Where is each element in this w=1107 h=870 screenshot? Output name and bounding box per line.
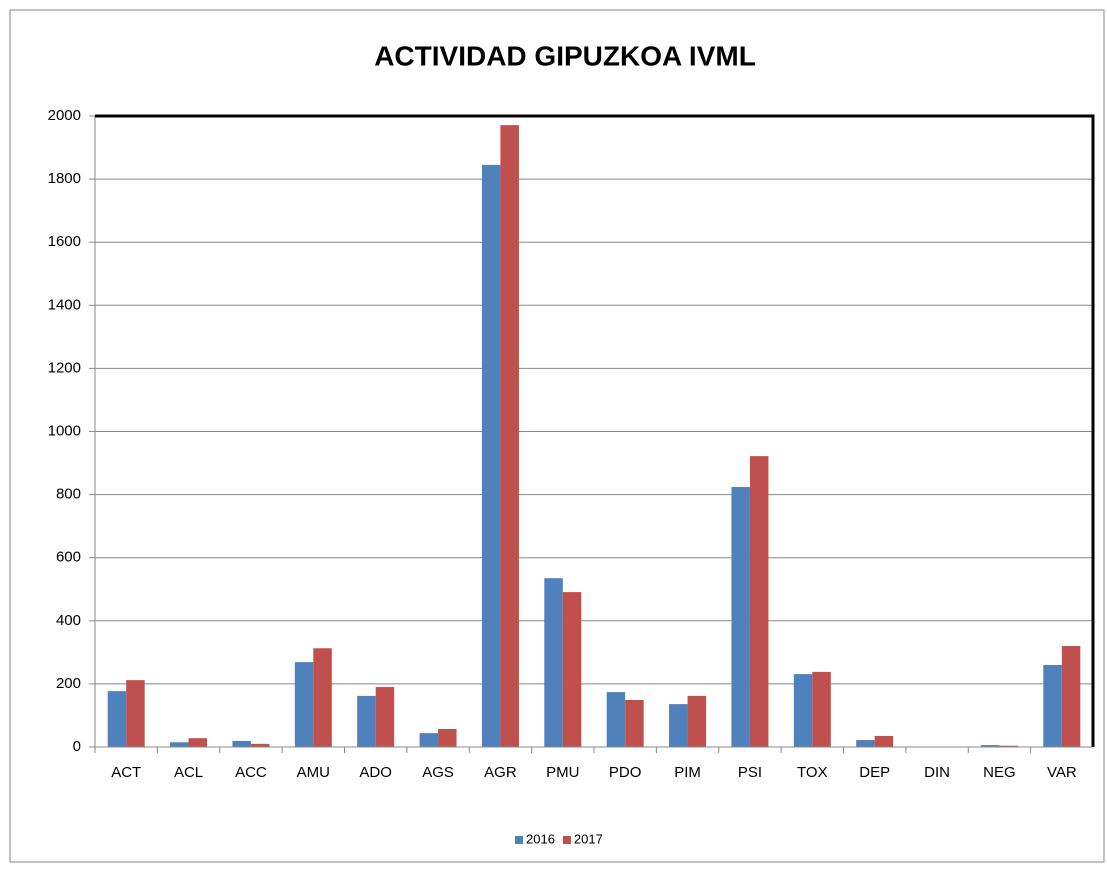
y-tick-label: 1200	[48, 359, 81, 376]
bar	[295, 662, 314, 747]
bar	[108, 691, 127, 747]
x-tick-label: AGS	[422, 764, 454, 781]
bar	[607, 692, 626, 747]
bar	[313, 648, 332, 747]
bar	[563, 592, 582, 747]
y-tick-label: 2000	[48, 107, 81, 124]
x-tick-label: AGR	[484, 764, 517, 781]
x-tick-label: NEG	[983, 764, 1016, 781]
x-tick-label: PSI	[738, 764, 762, 781]
bar	[544, 578, 563, 747]
y-tick-label: 800	[56, 486, 81, 503]
bar	[625, 700, 644, 747]
bar	[420, 733, 439, 747]
bar	[794, 674, 813, 747]
x-tick-label: AMU	[297, 764, 330, 781]
y-tick-label: 400	[56, 612, 81, 629]
bar	[438, 729, 457, 747]
y-tick-label: 200	[56, 675, 81, 692]
bar	[500, 125, 519, 747]
bar	[856, 740, 875, 747]
bar	[1043, 665, 1062, 747]
y-tick-label: 600	[56, 549, 81, 566]
bar	[669, 704, 688, 747]
y-tick-label: 1000	[48, 422, 81, 439]
x-tick-label: ADO	[359, 764, 392, 781]
x-tick-label: PIM	[674, 764, 701, 781]
legend-swatch	[563, 836, 571, 844]
bar	[126, 680, 145, 747]
x-tick-label: VAR	[1047, 764, 1077, 781]
x-tick-label: TOX	[797, 764, 828, 781]
chart-title: ACTIVIDAD GIPUZKOA IVML	[374, 40, 756, 71]
bar	[482, 165, 501, 747]
bar	[189, 738, 208, 747]
y-tick-label: 1600	[48, 233, 81, 250]
y-tick-label: 1800	[48, 170, 81, 187]
bar	[750, 456, 769, 747]
y-tick-label: 0	[73, 738, 81, 755]
x-tick-label: ACL	[174, 764, 203, 781]
bar	[170, 742, 189, 747]
bar	[875, 736, 894, 747]
legend-label: 2016	[526, 831, 555, 846]
x-tick-label: ACT	[111, 764, 141, 781]
legend-label: 2017	[574, 831, 603, 846]
x-tick-label: PMU	[546, 764, 579, 781]
y-tick-label: 1400	[48, 296, 81, 313]
bar	[731, 487, 750, 747]
x-tick-label: DEP	[859, 764, 890, 781]
bar	[232, 741, 251, 747]
bar	[688, 696, 707, 747]
bar	[812, 672, 831, 747]
x-tick-label: PDO	[609, 764, 642, 781]
x-tick-label: ACC	[235, 764, 267, 781]
bar	[357, 696, 376, 747]
bar	[1062, 646, 1081, 747]
x-tick-label: DIN	[924, 764, 950, 781]
bar	[376, 687, 395, 747]
legend-swatch	[515, 836, 523, 844]
